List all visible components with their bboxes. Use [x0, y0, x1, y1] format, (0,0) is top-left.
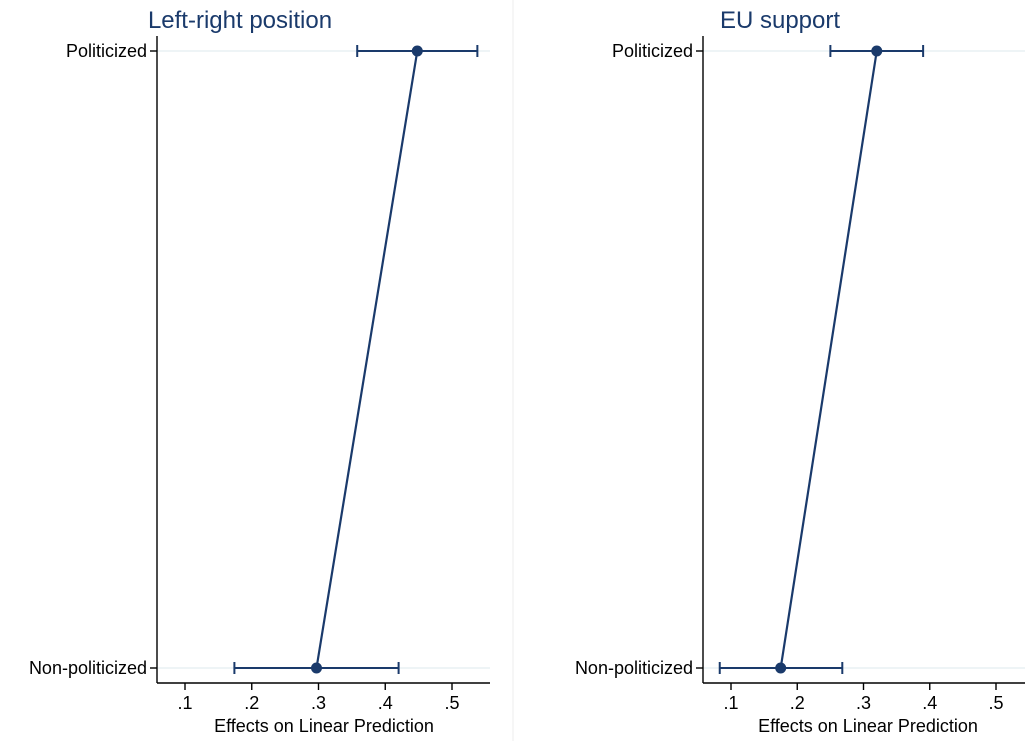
estimate-point [775, 662, 787, 674]
connecting-line [315, 50, 419, 669]
axes [150, 36, 490, 690]
x-tick-label: .3 [856, 693, 871, 713]
connecting-line [779, 50, 878, 669]
x-tick-label: .5 [444, 693, 459, 713]
panel-left-right-position: Left-right position Effects on Linear Pr… [29, 7, 490, 736]
x-tick-label: .1 [177, 693, 192, 713]
panel-eu-support: EU support Effects on Linear Prediction … [575, 7, 1025, 736]
x-tick-label: .5 [988, 693, 1003, 713]
category-label: Politicized [612, 41, 693, 61]
category-label: Non-politicized [29, 658, 147, 678]
estimate-point [871, 45, 883, 57]
grid [157, 50, 490, 669]
marks [718, 45, 925, 674]
estimate-point [411, 45, 423, 57]
axes [696, 36, 1025, 690]
panel-title: Left-right position [148, 7, 332, 34]
panel-title: EU support [720, 7, 840, 34]
x-tick-label: .2 [244, 693, 259, 713]
x-tick-label: .2 [790, 693, 805, 713]
marks [233, 45, 479, 674]
x-tick-label: .4 [922, 693, 937, 713]
estimate-point [310, 662, 322, 674]
x-axis-title: Effects on Linear Prediction [214, 716, 434, 736]
labels: Politicized Non-politicized .1 .2 .3 .4 .5 [29, 41, 460, 713]
labels: Politicized Non-politicized .1 .2 .3 .4 .5 [575, 41, 1004, 713]
category-label: Non-politicized [575, 658, 693, 678]
grid [703, 50, 1025, 669]
x-tick-label: .3 [311, 693, 326, 713]
x-tick-label: .4 [378, 693, 393, 713]
category-label: Politicized [66, 41, 147, 61]
x-tick-label: .1 [723, 693, 738, 713]
x-axis-title: Effects on Linear Prediction [758, 716, 978, 736]
